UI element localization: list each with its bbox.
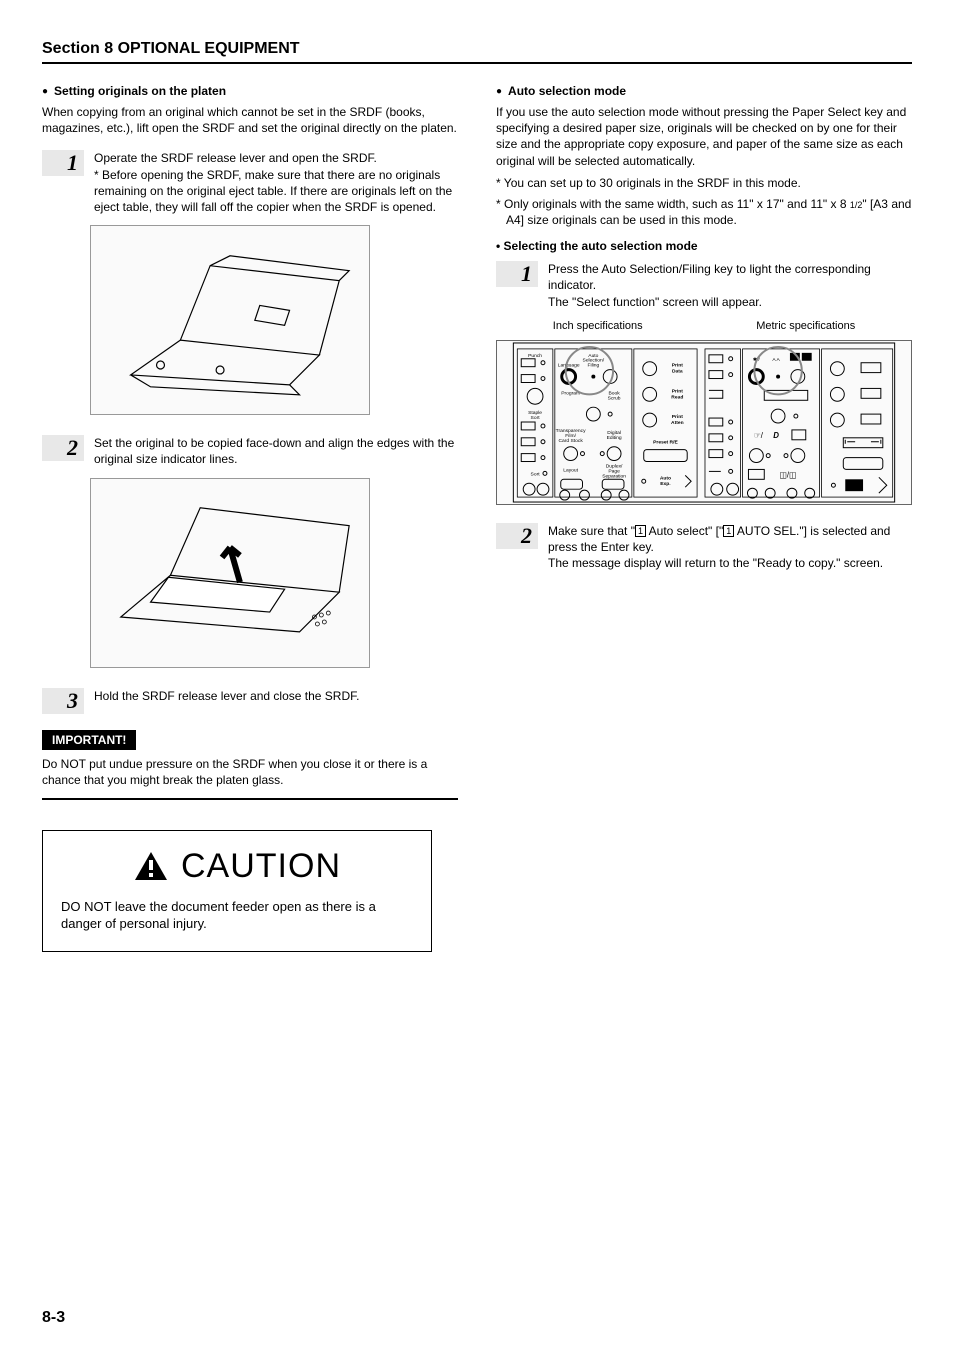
caution-text: DO NOT leave the document feeder open as… [61,898,413,933]
section-title: Section 8 OPTIONAL EQUIPMENT [42,40,912,64]
left-column: Setting originals on the platen When cop… [42,84,458,952]
key-icon-2: 1 [723,525,734,537]
svg-text:Data: Data [672,368,683,374]
step-number: 3 [67,688,78,714]
control-panel-svg: Punch StapleSort Sort AutoSelection/Fili… [497,341,911,504]
place-original-svg [91,478,369,667]
right-sub-heading: • Selecting the auto selection mode [496,239,912,253]
step3-text: Hold the SRDF release lever and close th… [94,688,458,704]
step1-note: * Before opening the SRDF, make sure tha… [94,168,452,214]
r2-b: Auto select" [" [646,524,723,538]
step-number: 1 [521,261,532,287]
illustration-open-srdf [90,225,370,415]
right-heading: Auto selection mode [496,84,912,98]
svg-text:Punch: Punch [528,353,542,359]
spec-metric: Metric specifications [756,320,855,332]
warning-icon [133,850,169,882]
important-label: IMPORTANT! [42,730,136,750]
svg-text:Print: Print [672,388,684,394]
left-step-1: 1 Operate the SRDF release lever and ope… [42,150,458,215]
svg-text:Print: Print [672,362,684,368]
caution-header: CAUTION [61,847,413,886]
svg-text:Atten: Atten [671,420,684,426]
right-step-1: 1 Press the Auto Selection/Filing key to… [496,261,912,310]
control-panel-illustration: Punch StapleSort Sort AutoSelection/Fili… [496,340,912,505]
r-step1-line1: Press the Auto Selection/Filing key to l… [548,262,871,292]
step1-text: Operate the SRDF release lever and open … [94,151,377,165]
svg-text:Scrub: Scrub [608,395,621,401]
left-step-3: 3 Hold the SRDF release lever and close … [42,688,458,714]
r2-line2: The message display will return to the "… [548,556,883,570]
svg-text:☞/: ☞/ [754,431,764,440]
note2-a: * Only originals with the same width, su… [496,197,850,211]
step2-text: Set the original to be copied face-down … [94,435,458,467]
step-number: 2 [521,523,532,549]
svg-text:Layout: Layout [563,467,578,473]
caution-title: CAUTION [181,847,341,886]
r-step1-line2: The "Select function" screen will appear… [548,295,762,309]
left-heading-text: Setting originals on the platen [54,84,226,98]
svg-text:Language: Language [558,362,580,368]
right-step-2: 2 Make sure that "1 Auto select" ["1 AUT… [496,523,912,572]
svg-text:Filing: Filing [587,362,599,368]
svg-text:A A: A A [772,356,780,362]
left-heading: Setting originals on the platen [42,84,458,98]
step-number-box: 2 [496,523,538,549]
page-number: 8-3 [42,1309,65,1327]
right-intro: If you use the auto selection mode witho… [496,104,912,169]
spec-labels: Inch specifications Metric specification… [496,320,912,332]
step-number: 1 [67,150,78,176]
svg-text:Preset R/E: Preset R/E [653,439,678,445]
srdf-open-svg [91,226,369,415]
svg-text:Exp.: Exp. [660,481,671,487]
key-icon-1: 1 [635,525,646,537]
svg-text:Auto: Auto [660,475,671,481]
note2-frac: 1/2 [850,200,863,210]
step-number-box: 3 [42,688,84,714]
svg-text:Separation: Separation [602,473,626,479]
right-step2-text: Make sure that "1 Auto select" ["1 AUTO … [548,523,912,572]
step-number-box: 1 [496,261,538,287]
left-intro: When copying from an original which cann… [42,104,458,136]
right-column: Auto selection mode If you use the auto … [496,84,912,952]
caution-box: CAUTION DO NOT leave the document feeder… [42,830,432,952]
illustration-place-original [90,478,370,668]
svg-text:Read: Read [671,394,683,400]
spec-inch: Inch specifications [553,320,643,332]
step-text: Operate the SRDF release lever and open … [94,150,458,215]
right-heading-text: Auto selection mode [508,84,626,98]
step-number-box: 1 [42,150,84,176]
right-step1-text: Press the Auto Selection/Filing key to l… [548,261,912,310]
svg-text:D: D [773,431,779,440]
right-note-1: * You can set up to 30 originals in the … [496,175,912,192]
svg-text:Editing: Editing [607,435,622,441]
svg-text:Print: Print [672,414,684,420]
r2-a: Make sure that " [548,524,635,538]
right-note-2: * Only originals with the same width, su… [496,196,912,230]
two-column-layout: Setting originals on the platen When cop… [42,84,912,952]
svg-text:◫/◫: ◫/◫ [779,470,796,479]
important-text: Do NOT put undue pressure on the SRDF wh… [42,756,458,800]
left-step-2: 2 Set the original to be copied face-dow… [42,435,458,467]
svg-text:Sort: Sort [531,415,541,421]
step-number-box: 2 [42,435,84,461]
svg-text:Sort: Sort [531,471,541,477]
svg-text:Card Stock: Card Stock [558,437,583,443]
step-number: 2 [67,435,78,461]
